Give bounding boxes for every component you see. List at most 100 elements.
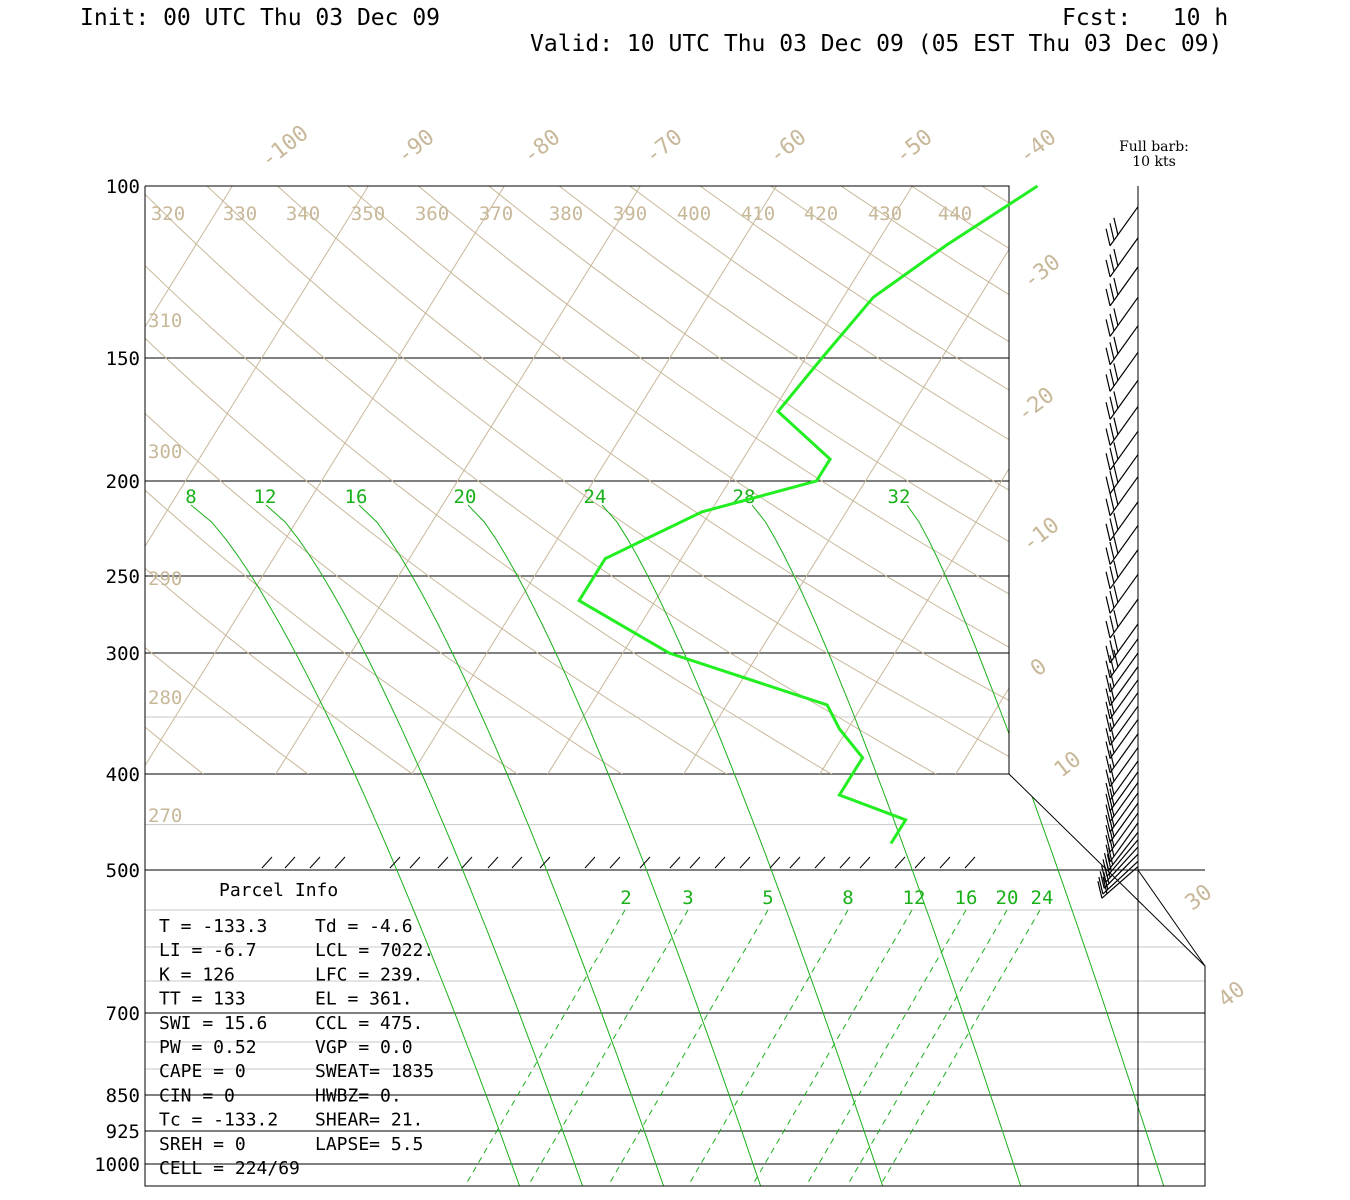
isotherm-label: -20 (1013, 383, 1060, 427)
init-time: Init: 00 UTC Thu 03 Dec 09 (80, 5, 441, 31)
barb-flag (1113, 417, 1119, 435)
isotherm--40 (547, 186, 913, 774)
parcel-info-right: VGP = 0.0 (315, 1037, 413, 1058)
barb-flag (1109, 819, 1115, 837)
dry-adiabat-label: 320 (151, 203, 185, 225)
moist-adiabat-label: 8 (185, 486, 196, 508)
wind-barb (1099, 853, 1139, 889)
isotherm--60 (275, 186, 641, 774)
barb-flag (1113, 560, 1119, 578)
dry-adiabat-label: 330 (223, 203, 257, 225)
barb-shaft (1109, 792, 1139, 833)
mixing-ratio-label: 24 (1031, 887, 1054, 909)
dry-adiabat-label: 270 (148, 805, 182, 827)
isotherm--30 (683, 248, 1009, 774)
barb-flag (1105, 596, 1111, 614)
barb-flag (1105, 688, 1111, 706)
wind-barb (1105, 733, 1139, 774)
barb-flag (1105, 782, 1111, 801)
wind-barb (1105, 782, 1139, 822)
wind-barb (1105, 476, 1139, 517)
dry-adiabat-310 (145, 412, 623, 774)
hatch-mark (914, 856, 926, 869)
wind-barb (1105, 802, 1139, 843)
wind-barb (1105, 206, 1139, 247)
isotherm-30 (1244, 186, 1350, 1186)
mixing-ratio-label: 3 (682, 887, 693, 909)
barb-shaft (1109, 692, 1139, 732)
barb-flag (1105, 453, 1111, 471)
barb-flag (1109, 590, 1115, 609)
wind-barb (1105, 771, 1139, 812)
barb-flag (1109, 829, 1115, 847)
barb-flag (1109, 396, 1115, 414)
barb-flag (1105, 347, 1111, 365)
hatch-mark (461, 856, 473, 869)
barb-flag (1109, 809, 1115, 827)
hatch-mark (284, 856, 296, 869)
barb-flag (1103, 872, 1109, 890)
wind-barb (1105, 266, 1139, 307)
isotherm--100 (0, 186, 96, 1186)
barb-flag (1109, 447, 1115, 465)
dry-adiabat-370 (347, 186, 1009, 648)
barb-flag (1113, 308, 1119, 326)
dry-adiabat-label: 290 (148, 568, 182, 590)
moist-adiabat-24 (601, 504, 885, 1186)
dry-adiabat-label: 380 (549, 203, 583, 225)
barb-flag (1108, 847, 1114, 865)
isotherm--20 (819, 467, 1009, 774)
barb-flag (1109, 777, 1115, 795)
forecast-hour: Fcst: 10 h (1062, 5, 1229, 31)
hatch-mark (689, 856, 701, 869)
hatch-mark (334, 856, 346, 869)
wind-barb (1105, 692, 1139, 732)
pressure-label-150: 150 (106, 348, 140, 370)
isotherm--70 (145, 186, 505, 767)
barb-shaft (1109, 454, 1139, 494)
barb-flag (1113, 536, 1119, 554)
wind-barb (1105, 379, 1139, 420)
wind-barb (1105, 666, 1139, 707)
barb-flag (1113, 277, 1119, 296)
barb-flag (1105, 547, 1111, 565)
barb-shaft (1109, 652, 1139, 693)
parcel-info-title: Parcel Info (219, 880, 338, 901)
hatch-mark (261, 856, 273, 869)
barb-flag (1105, 728, 1111, 746)
barb-shaft (1109, 549, 1139, 590)
wind-barb (1105, 747, 1139, 787)
dry-adiabat-420 (699, 186, 1009, 391)
dry-adiabat-340 (145, 193, 937, 774)
dry-adiabat-400 (558, 186, 1009, 491)
parcel-info-right: LFC = 239. (315, 964, 423, 985)
hatch-mark (539, 856, 551, 869)
barb-flag (1105, 769, 1111, 787)
barb-flag (1109, 493, 1115, 511)
dry-adiabat-320 (145, 337, 728, 774)
mixing-ratio-20 (846, 909, 1008, 1186)
hatch-mark (609, 856, 621, 869)
dry-adiabat-label: 390 (613, 203, 647, 225)
wind-barb (1105, 501, 1139, 542)
parcel-info-right: CCL = 475. (315, 1013, 423, 1034)
wind-barb (1105, 705, 1139, 746)
barb-flag (1109, 342, 1115, 360)
barb-flag (1105, 645, 1111, 664)
pressure-label-700: 700 (106, 1003, 140, 1025)
pressure-label-100: 100 (106, 176, 140, 198)
mixing-ratio-8 (687, 909, 849, 1186)
dry-adiabat-label: 420 (804, 203, 838, 225)
barb-flag (1113, 585, 1119, 603)
barb-flag (1105, 319, 1111, 337)
wind-barb (1105, 573, 1139, 614)
mixing-ratio-label: 16 (955, 887, 978, 909)
barb-flag (1113, 634, 1119, 653)
hatch-mark (789, 856, 801, 869)
dry-adiabat-330 (145, 264, 833, 774)
barb-flag (1102, 876, 1108, 894)
isotherm--80 (145, 186, 369, 548)
barb-shaft (1109, 623, 1139, 664)
barb-shaft (1101, 866, 1139, 899)
pressure-label-400: 400 (106, 764, 140, 786)
